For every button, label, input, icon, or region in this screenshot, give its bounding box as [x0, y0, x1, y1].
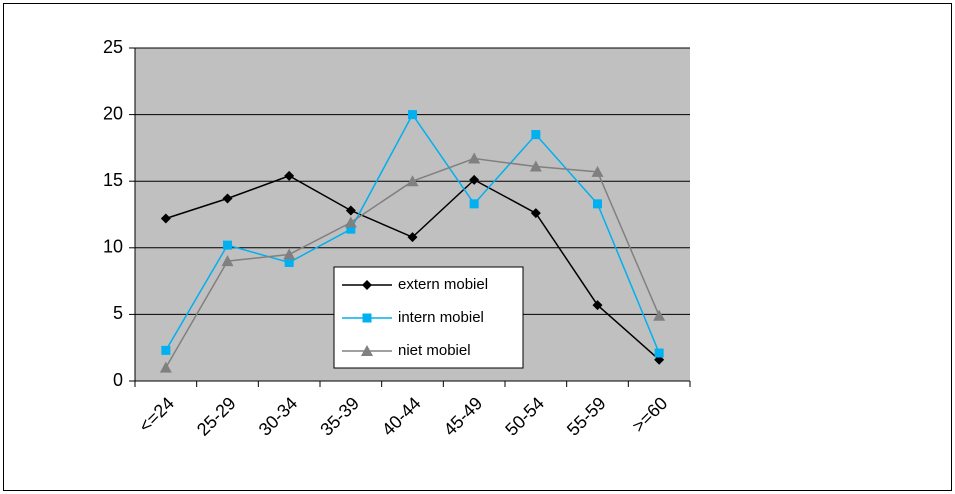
data-point: [161, 345, 171, 355]
y-tick-label: 15: [103, 170, 123, 190]
data-point: [346, 224, 356, 234]
data-point: [654, 348, 664, 358]
data-point: [530, 208, 541, 219]
y-tick-label: 20: [103, 103, 123, 123]
y-tick-label: 25: [103, 37, 123, 57]
legend-label: niet mobiel: [398, 342, 471, 359]
data-point: [344, 216, 357, 228]
y-tick-label: 5: [113, 303, 123, 323]
data-point: [469, 174, 480, 185]
data-point: [283, 248, 296, 260]
legend-marker: [362, 313, 372, 323]
data-point: [406, 175, 419, 187]
data-point: [407, 232, 418, 243]
data-point: [592, 300, 603, 311]
data-point: [160, 213, 171, 224]
data-point: [468, 152, 481, 164]
data-point: [159, 361, 172, 373]
y-tick-label: 10: [103, 237, 123, 257]
data-point: [591, 165, 604, 177]
legend-marker: [362, 280, 372, 290]
data-point: [223, 240, 232, 250]
data-point: [284, 170, 295, 181]
data-point: [531, 130, 541, 140]
data-point: [653, 309, 666, 321]
legend-label: intern mobiel: [398, 309, 484, 326]
legend-label: extern mobiel: [398, 276, 488, 293]
data-point: [469, 199, 479, 209]
data-point: [529, 160, 542, 172]
legend-marker: [361, 345, 373, 356]
data-point: [593, 199, 602, 209]
data-point: [222, 193, 233, 204]
data-point: [408, 110, 417, 120]
data-point: [284, 257, 294, 267]
legend: extern mobiel intern mobiel niet mobiel: [333, 266, 524, 369]
y-tick-label: 0: [113, 370, 123, 390]
data-point: [345, 205, 356, 216]
data-point: [221, 255, 234, 267]
